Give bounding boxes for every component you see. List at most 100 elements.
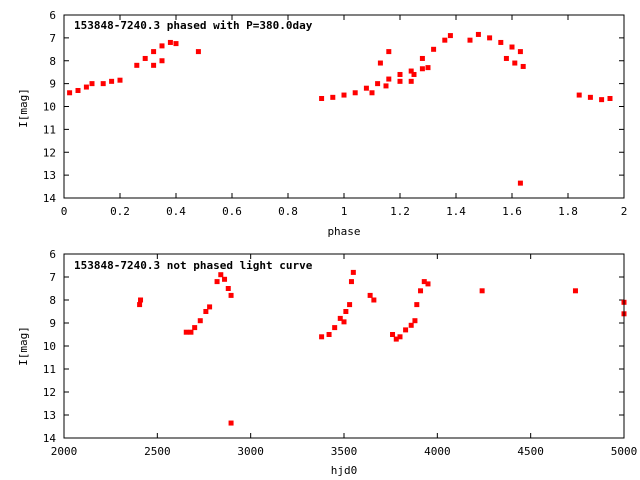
data-point [151,49,157,55]
data-point [225,286,231,291]
data-point [503,55,509,61]
data-point [397,71,403,77]
x-tick-label: 0.2 [110,205,130,218]
plot-frame [63,253,625,439]
x-tick-label: 4000 [424,445,451,458]
data-point [425,65,431,71]
data-point [137,302,143,308]
x-tick-label: 1.4 [446,205,466,218]
x-axis-label: hjd0 [331,464,358,477]
y-tick-label: 6 [49,248,56,261]
y-tick-label: 9 [49,78,56,91]
data-point [414,302,420,308]
x-tick-label: 0.6 [222,205,242,218]
data-point [517,180,523,186]
data-point [332,325,338,331]
x-tick-label: 3500 [331,445,358,458]
x-tick-label: 4500 [517,445,544,458]
y-tick-label: 8 [49,55,56,68]
data-point [475,31,481,37]
plot-frame [63,14,625,199]
y-tick-label: 10 [43,101,56,114]
data-point [109,78,115,84]
data-point [512,60,518,66]
data-point [419,66,425,72]
data-point [607,95,613,101]
y-axis-label: I[mag] [17,88,30,128]
data-point [369,90,375,96]
y-axis-label: I[mag] [17,326,30,366]
data-point [159,43,165,49]
data-point [408,68,414,74]
data-point [218,272,224,278]
y-tick-label: 7 [49,271,56,284]
data-point [188,329,194,335]
data-point [576,92,582,98]
y-tick-label: 9 [49,317,56,330]
data-point [138,297,144,303]
data-point [599,97,605,103]
data-point [442,37,448,43]
y-tick-label: 12 [43,146,56,159]
data-point [117,77,123,83]
data-point [383,83,389,89]
data-point [479,288,485,294]
data-point [319,334,325,340]
x-tick-label: 1.2 [390,205,410,218]
x-tick-label: 5000 [611,445,638,458]
data-point [419,55,425,61]
data-point [214,279,220,285]
data-point [421,279,427,285]
data-point [390,332,396,337]
data-point [203,309,209,314]
data-point [377,60,383,66]
panel-title: 153848-7240.3 phased with P=380.0day [74,19,313,32]
data-point [386,76,392,82]
data-point [348,279,354,285]
data-point [151,62,157,68]
data-point [228,420,234,426]
data-point [397,334,403,340]
y-tick-label: 11 [43,363,56,376]
y-tick-label: 13 [43,409,56,422]
x-tick-label: 3000 [237,445,264,458]
data-point [487,35,493,41]
data-point [520,63,526,69]
data-point [75,87,81,93]
data-point [431,46,437,52]
x-tick-label: 2500 [144,445,171,458]
y-tick-label: 11 [43,123,56,136]
data-point [386,49,392,55]
data-point [397,78,403,84]
data-point [412,318,418,324]
data-point [89,81,95,87]
x-tick-label: 1.6 [502,205,522,218]
data-point [352,90,358,96]
data-point [350,269,356,275]
data-point [173,41,179,47]
data-point [83,84,89,90]
data-point [517,49,523,55]
y-tick-label: 8 [49,294,56,307]
data-point [330,94,336,100]
data-point [192,325,198,331]
data-point [408,322,414,328]
y-tick-label: 10 [43,340,56,353]
data-point [326,332,332,337]
data-point [341,319,347,325]
x-tick-label: 0.4 [166,205,186,218]
data-point [403,327,409,333]
data-point [222,276,228,282]
data-point [411,71,417,77]
data-point [408,78,414,84]
x-tick-label: 1 [341,205,348,218]
data-point [67,90,73,96]
data-point [228,292,234,298]
x-tick-label: 0 [61,205,68,218]
y-tick-label: 6 [49,9,56,22]
y-tick-label: 7 [49,32,56,45]
x-tick-label: 2000 [51,445,78,458]
data-point [341,92,347,98]
data-point [467,37,473,43]
